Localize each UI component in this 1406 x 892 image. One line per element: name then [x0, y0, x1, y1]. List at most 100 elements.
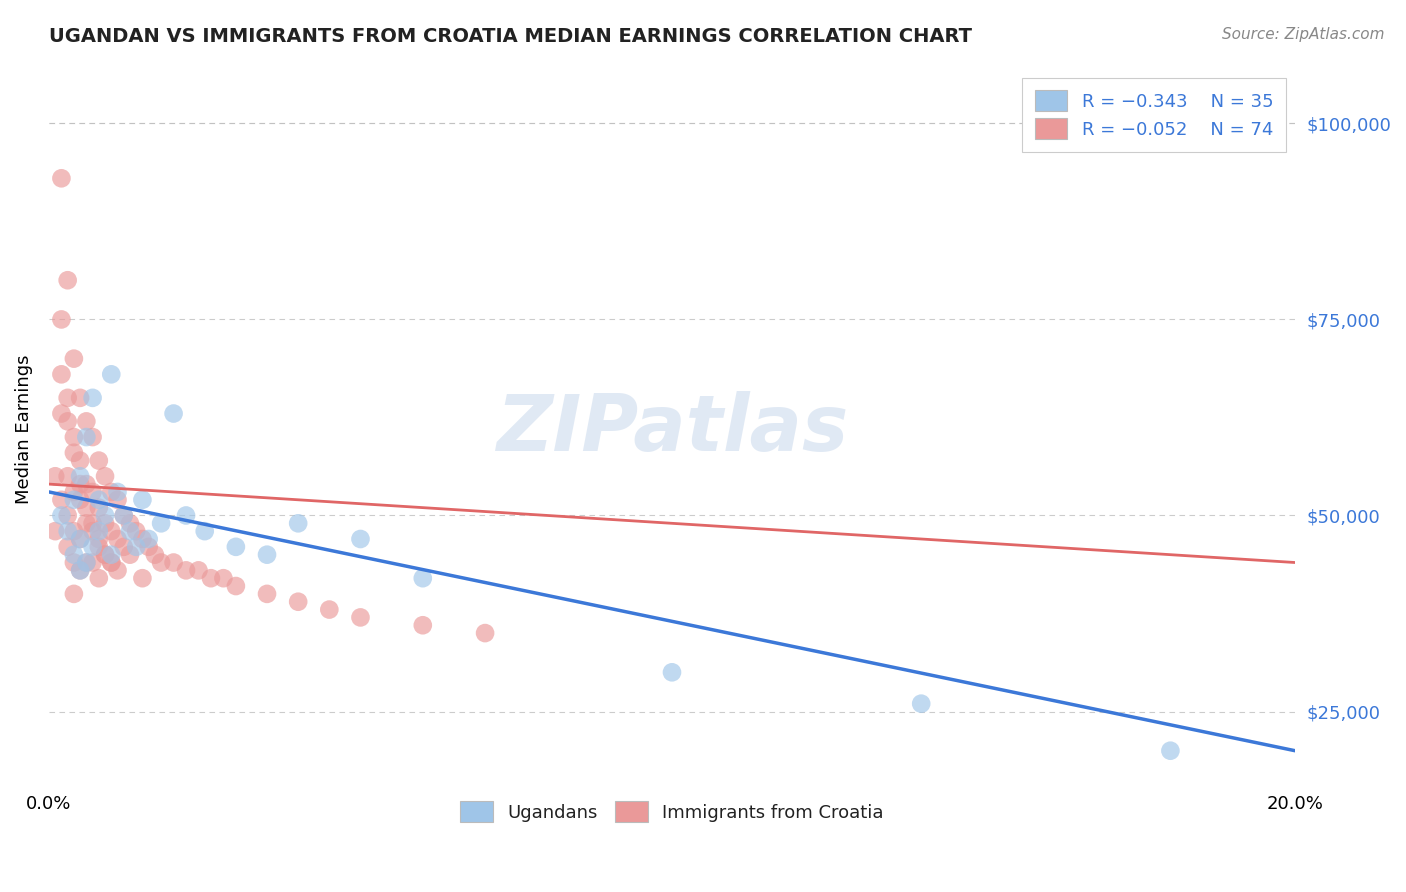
- Point: [107, 563, 129, 577]
- Point: [75, 414, 97, 428]
- Point: [150, 516, 173, 531]
- Point: [69, 469, 91, 483]
- Point: [63, 430, 86, 444]
- Point: [69, 391, 91, 405]
- Point: [87, 532, 110, 546]
- Point: [82, 485, 104, 500]
- Point: [63, 556, 86, 570]
- Point: [63, 485, 86, 500]
- Point: [63, 587, 86, 601]
- Point: [412, 571, 434, 585]
- Point: [100, 368, 122, 382]
- Point: [107, 532, 129, 546]
- Point: [56, 524, 79, 538]
- Point: [75, 516, 97, 531]
- Point: [82, 540, 104, 554]
- Point: [82, 556, 104, 570]
- Point: [56, 273, 79, 287]
- Point: [256, 587, 278, 601]
- Point: [661, 665, 683, 680]
- Point: [910, 697, 932, 711]
- Point: [287, 516, 309, 531]
- Point: [51, 368, 73, 382]
- Point: [82, 430, 104, 444]
- Point: [349, 610, 371, 624]
- Point: [75, 477, 97, 491]
- Point: [94, 548, 117, 562]
- Point: [56, 540, 79, 554]
- Y-axis label: Median Earnings: Median Earnings: [15, 354, 32, 504]
- Point: [63, 548, 86, 562]
- Point: [349, 532, 371, 546]
- Point: [131, 492, 153, 507]
- Point: [287, 595, 309, 609]
- Point: [69, 453, 91, 467]
- Point: [318, 602, 340, 616]
- Point: [69, 532, 91, 546]
- Point: [94, 516, 117, 531]
- Point: [131, 532, 153, 546]
- Text: Source: ZipAtlas.com: Source: ZipAtlas.com: [1222, 27, 1385, 42]
- Point: [82, 391, 104, 405]
- Point: [44, 524, 66, 538]
- Point: [63, 524, 86, 538]
- Point: [100, 556, 122, 570]
- Point: [107, 492, 129, 507]
- Point: [112, 508, 135, 523]
- Point: [100, 548, 122, 562]
- Point: [56, 414, 79, 428]
- Point: [125, 540, 148, 554]
- Point: [112, 508, 135, 523]
- Point: [162, 556, 184, 570]
- Point: [51, 492, 73, 507]
- Point: [174, 563, 197, 577]
- Point: [63, 492, 86, 507]
- Point: [69, 477, 91, 491]
- Point: [82, 524, 104, 538]
- Point: [51, 312, 73, 326]
- Point: [51, 171, 73, 186]
- Point: [112, 540, 135, 554]
- Point: [118, 548, 141, 562]
- Point: [56, 508, 79, 523]
- Point: [94, 548, 117, 562]
- Point: [150, 556, 173, 570]
- Point: [56, 391, 79, 405]
- Point: [225, 579, 247, 593]
- Point: [87, 500, 110, 515]
- Point: [56, 469, 79, 483]
- Point: [44, 469, 66, 483]
- Point: [256, 548, 278, 562]
- Point: [87, 540, 110, 554]
- Point: [69, 563, 91, 577]
- Point: [75, 500, 97, 515]
- Point: [69, 532, 91, 546]
- Point: [187, 563, 209, 577]
- Point: [63, 351, 86, 366]
- Text: ZIPatlas: ZIPatlas: [496, 392, 848, 467]
- Point: [138, 540, 160, 554]
- Point: [118, 524, 141, 538]
- Point: [100, 556, 122, 570]
- Point: [87, 571, 110, 585]
- Point: [162, 407, 184, 421]
- Legend: Ugandans, Immigrants from Croatia: Ugandans, Immigrants from Croatia: [447, 789, 897, 835]
- Point: [131, 571, 153, 585]
- Point: [125, 524, 148, 538]
- Point: [69, 492, 91, 507]
- Point: [100, 485, 122, 500]
- Point: [63, 446, 86, 460]
- Point: [118, 516, 141, 531]
- Point: [94, 508, 117, 523]
- Point: [107, 485, 129, 500]
- Point: [225, 822, 247, 837]
- Point: [51, 508, 73, 523]
- Point: [94, 469, 117, 483]
- Point: [212, 571, 235, 585]
- Point: [87, 492, 110, 507]
- Point: [200, 571, 222, 585]
- Point: [75, 556, 97, 570]
- Text: UGANDAN VS IMMIGRANTS FROM CROATIA MEDIAN EARNINGS CORRELATION CHART: UGANDAN VS IMMIGRANTS FROM CROATIA MEDIA…: [49, 27, 972, 45]
- Point: [87, 524, 110, 538]
- Point: [225, 540, 247, 554]
